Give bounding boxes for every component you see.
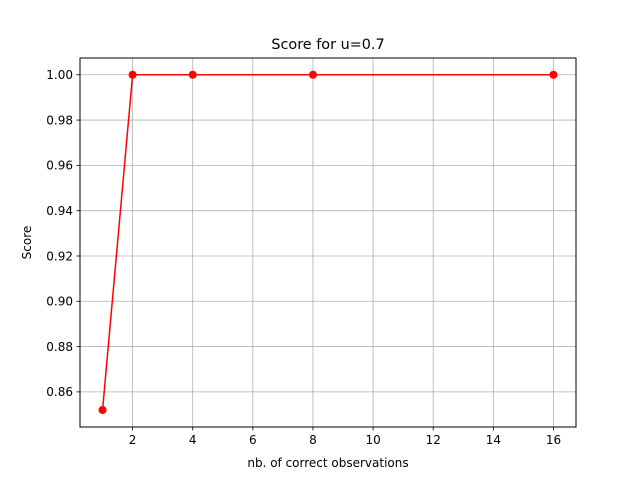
y-tick-label: 0.96	[46, 159, 73, 173]
y-tick-label: 0.94	[46, 204, 73, 218]
series-line	[101, 74, 555, 411]
data-point	[188, 70, 197, 79]
y-tick-label: 0.86	[46, 385, 73, 399]
x-tick-label: 16	[546, 433, 561, 447]
x-tick-label: 2	[129, 433, 137, 447]
x-tick-label: 10	[365, 433, 380, 447]
y-tick-label: 0.88	[46, 340, 73, 354]
x-tick-label: 12	[426, 433, 441, 447]
y-tick-label: 0.92	[46, 249, 73, 263]
x-tick-label: 6	[249, 433, 257, 447]
x-axis-ticks: 2 4 6 8 10 12 14 16	[129, 427, 561, 447]
grid-lines	[80, 58, 576, 427]
data-point	[128, 70, 137, 79]
y-tick-label: 1.00	[46, 68, 73, 82]
plot-frame	[79, 57, 577, 428]
x-axis-label: nb. of correct observations	[247, 456, 408, 470]
data-point	[308, 70, 317, 79]
x-tick-label: 4	[189, 433, 197, 447]
y-tick-label: 0.90	[46, 295, 73, 309]
y-tick-label: 0.98	[46, 113, 73, 127]
y-axis-label: Score	[20, 226, 34, 260]
plot-series	[98, 70, 558, 415]
x-tick-label: 8	[309, 433, 317, 447]
chart-title: Score for u=0.7	[271, 37, 384, 53]
y-axis-ticks: 0.86 0.88 0.90 0.92 0.94 0.96 0.98 1.00	[46, 68, 80, 399]
x-tick-label: 14	[486, 433, 501, 447]
data-point	[98, 406, 107, 415]
data-point	[549, 70, 558, 79]
